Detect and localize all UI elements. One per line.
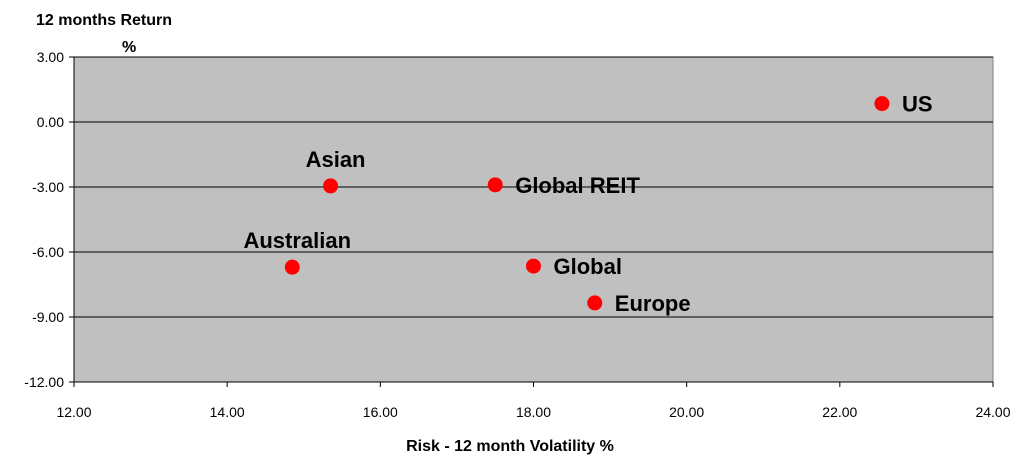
point-label-global-reit: Global REIT bbox=[515, 173, 640, 198]
y-tick-label-5: -12.00 bbox=[24, 374, 64, 390]
x-tick-label-4: 20.00 bbox=[669, 404, 704, 420]
x-tick-label-0: 12.00 bbox=[56, 404, 91, 420]
point-global bbox=[526, 258, 541, 274]
y-axis-title-line1: 12 months Return bbox=[36, 12, 172, 29]
point-label-us: US bbox=[902, 92, 933, 117]
x-tick-label-2: 16.00 bbox=[363, 404, 398, 420]
tick-labels: 3.00 0.00 -3.00 -6.00 -9.00 -12.00 12.00 14.00 1… bbox=[24, 49, 1010, 420]
point-label-europe: Europe bbox=[615, 291, 691, 316]
point-label-asian: Asian bbox=[306, 147, 366, 172]
x-axis-title: Risk - 12 month Volatility % bbox=[406, 438, 614, 455]
x-tick-label-5: 22.00 bbox=[822, 404, 857, 420]
x-tick-label-1: 14.00 bbox=[210, 404, 245, 420]
plot-area bbox=[73, 56, 994, 383]
x-tick-label-6: 24.00 bbox=[975, 404, 1010, 420]
grid-lines bbox=[74, 56, 993, 318]
point-global-reit bbox=[487, 177, 503, 193]
point-label-australian: Australian bbox=[243, 228, 351, 253]
point-asian bbox=[323, 178, 339, 194]
point-us bbox=[874, 96, 890, 112]
y-tick-label-3: -6.00 bbox=[32, 244, 64, 260]
point-australian bbox=[284, 259, 300, 275]
point-europe bbox=[587, 295, 603, 311]
point-label-global: Global bbox=[554, 254, 622, 279]
y-tick-label-0: 3.00 bbox=[37, 49, 64, 65]
y-tick-label-4: -9.00 bbox=[32, 309, 64, 325]
y-axis-title-line2: % bbox=[122, 39, 136, 56]
data-points bbox=[284, 96, 890, 311]
x-tick-label-3: 18.00 bbox=[516, 404, 551, 420]
point-labels: US Asian Global REIT Australian Global Europe bbox=[243, 92, 932, 316]
y-tick-label-1: 0.00 bbox=[37, 114, 64, 130]
y-tick-label-2: -3.00 bbox=[32, 179, 64, 195]
